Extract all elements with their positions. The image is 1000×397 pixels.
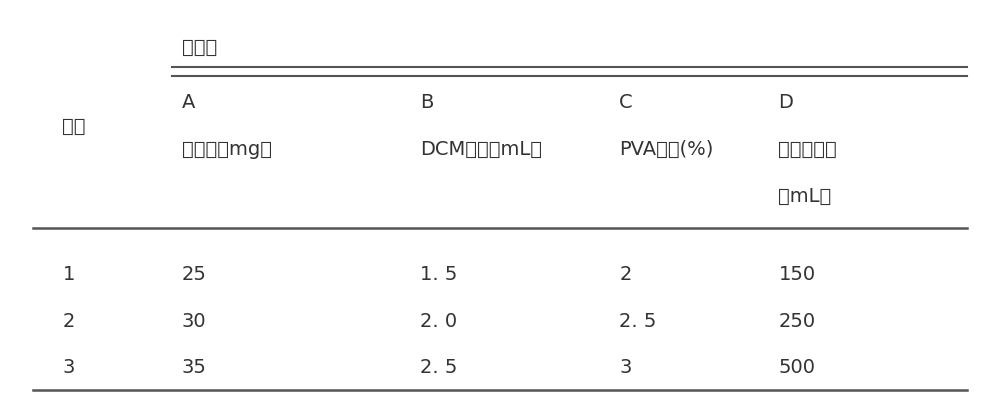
- Text: C: C: [619, 93, 633, 112]
- Text: （mL）: （mL）: [778, 187, 832, 206]
- Text: 25: 25: [182, 265, 207, 284]
- Text: 1. 5: 1. 5: [420, 265, 458, 284]
- Text: 投药量（mg）: 投药量（mg）: [182, 140, 272, 159]
- Text: 2. 0: 2. 0: [420, 312, 458, 331]
- Text: 30: 30: [182, 312, 206, 331]
- Text: 因　素: 因 素: [182, 38, 217, 57]
- Text: A: A: [182, 93, 195, 112]
- Text: DCM体积（mL）: DCM体积（mL）: [420, 140, 542, 159]
- Text: B: B: [420, 93, 434, 112]
- Text: 外水相体积: 外水相体积: [778, 140, 837, 159]
- Text: 2. 5: 2. 5: [619, 312, 657, 331]
- Text: 35: 35: [182, 358, 207, 377]
- Text: 250: 250: [778, 312, 816, 331]
- Text: 2: 2: [62, 312, 75, 331]
- Text: 水平: 水平: [62, 117, 86, 136]
- Text: 2. 5: 2. 5: [420, 358, 458, 377]
- Text: 3: 3: [62, 358, 75, 377]
- Text: 2: 2: [619, 265, 632, 284]
- Text: D: D: [778, 93, 793, 112]
- Text: PVA浓度(%): PVA浓度(%): [619, 140, 714, 159]
- Text: 1: 1: [62, 265, 75, 284]
- Text: 150: 150: [778, 265, 816, 284]
- Text: 500: 500: [778, 358, 815, 377]
- Text: 3: 3: [619, 358, 632, 377]
